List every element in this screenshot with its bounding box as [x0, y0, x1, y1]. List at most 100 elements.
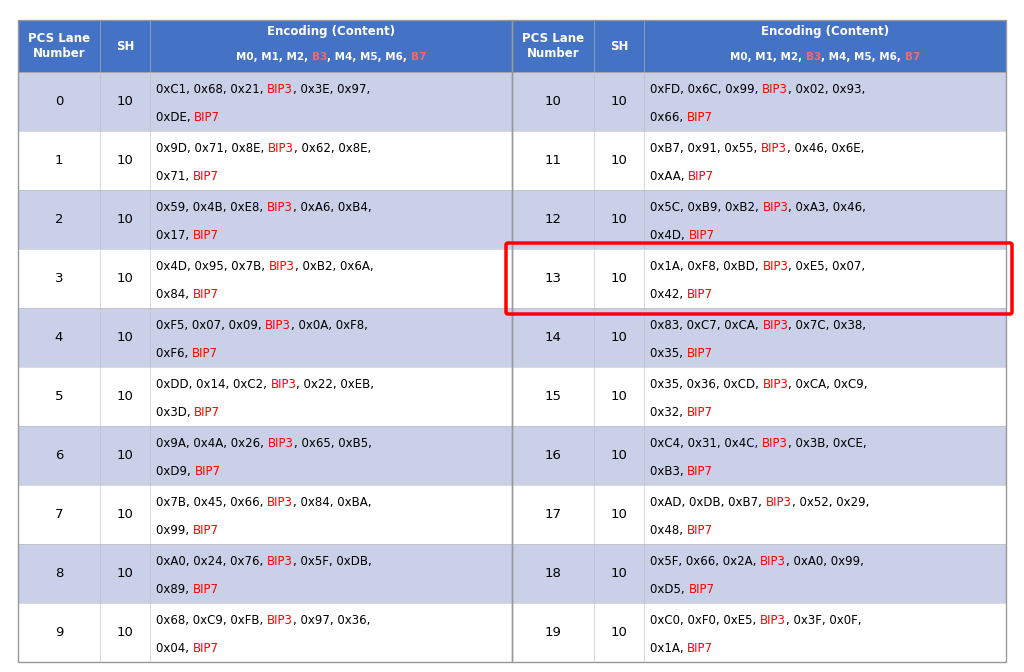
Bar — [512, 20, 594, 72]
Text: 0x7B, 0x45, 0x66,: 0x7B, 0x45, 0x66, — [156, 496, 267, 509]
Text: 10: 10 — [610, 154, 628, 167]
Text: 10: 10 — [610, 331, 628, 344]
Text: , 0x0A, 0xF8,: , 0x0A, 0xF8, — [291, 319, 368, 332]
Bar — [512, 426, 594, 485]
Bar — [594, 20, 644, 72]
Text: 0x04,: 0x04, — [156, 642, 193, 655]
Text: BIP3: BIP3 — [763, 319, 788, 332]
Bar — [100, 20, 150, 72]
Text: 0xDD, 0x14, 0xC2,: 0xDD, 0x14, 0xC2, — [156, 378, 270, 391]
Text: , 0x46, 0x6E,: , 0x46, 0x6E, — [786, 142, 864, 155]
Text: 10: 10 — [610, 449, 628, 462]
Bar — [150, 603, 512, 662]
Bar — [644, 603, 1006, 662]
Bar — [150, 249, 512, 308]
Bar — [150, 20, 512, 72]
Text: 10: 10 — [610, 272, 628, 285]
Text: , 0xCA, 0xC9,: , 0xCA, 0xC9, — [788, 378, 868, 391]
Text: B3: B3 — [806, 52, 821, 62]
Text: BIP7: BIP7 — [193, 524, 219, 537]
Text: BIP7: BIP7 — [195, 111, 220, 124]
Bar — [150, 190, 512, 249]
Text: 0xC0, 0xF0, 0xE5,: 0xC0, 0xF0, 0xE5, — [650, 614, 760, 627]
Bar — [594, 308, 644, 367]
Text: 10: 10 — [117, 331, 133, 344]
Bar — [512, 308, 594, 367]
Text: 0x99,: 0x99, — [156, 524, 193, 537]
Text: B7: B7 — [411, 52, 426, 62]
Text: BIP7: BIP7 — [688, 583, 715, 596]
Text: 10: 10 — [117, 567, 133, 580]
Text: SH: SH — [116, 40, 134, 52]
Text: 2: 2 — [54, 213, 63, 226]
Bar — [18, 426, 100, 485]
Text: 4: 4 — [55, 331, 63, 344]
Text: BIP3: BIP3 — [267, 614, 293, 627]
Text: , 0x22, 0xEB,: , 0x22, 0xEB, — [297, 378, 375, 391]
Text: , 0x62, 0x8E,: , 0x62, 0x8E, — [294, 142, 371, 155]
Bar — [644, 308, 1006, 367]
Bar — [512, 485, 594, 544]
Text: 10: 10 — [610, 626, 628, 639]
Text: 10: 10 — [610, 390, 628, 403]
Text: BIP7: BIP7 — [193, 229, 219, 242]
Text: 10: 10 — [117, 449, 133, 462]
Text: BIP3: BIP3 — [267, 83, 293, 96]
Bar — [18, 131, 100, 190]
Text: 0x71,: 0x71, — [156, 170, 193, 183]
Text: 0x9A, 0x4A, 0x26,: 0x9A, 0x4A, 0x26, — [156, 437, 267, 450]
Text: , 0x5F, 0xDB,: , 0x5F, 0xDB, — [293, 555, 372, 569]
Text: , 0xA0, 0x99,: , 0xA0, 0x99, — [786, 555, 864, 569]
Text: 0x48,: 0x48, — [650, 524, 687, 537]
Bar — [644, 190, 1006, 249]
Text: 8: 8 — [55, 567, 63, 580]
Text: BIP3: BIP3 — [267, 201, 293, 214]
Bar — [100, 544, 150, 603]
Text: 0x83, 0xC7, 0xCA,: 0x83, 0xC7, 0xCA, — [650, 319, 763, 332]
Text: 0x59, 0x4B, 0xE8,: 0x59, 0x4B, 0xE8, — [156, 201, 267, 214]
Bar — [594, 190, 644, 249]
Text: , 0x3E, 0x97,: , 0x3E, 0x97, — [293, 83, 371, 96]
Text: 0: 0 — [55, 95, 63, 108]
Bar — [512, 367, 594, 426]
Bar — [594, 426, 644, 485]
Text: BIP3: BIP3 — [763, 260, 788, 274]
Bar — [100, 426, 150, 485]
Text: BIP7: BIP7 — [195, 406, 220, 419]
Text: BIP3: BIP3 — [761, 142, 786, 155]
Text: 0xAD, 0xDB, 0xB7,: 0xAD, 0xDB, 0xB7, — [650, 496, 766, 509]
Text: 19: 19 — [545, 626, 561, 639]
Text: SH: SH — [610, 40, 628, 52]
Bar — [644, 20, 1006, 72]
Text: 10: 10 — [610, 213, 628, 226]
Text: 10: 10 — [117, 154, 133, 167]
Bar — [644, 249, 1006, 308]
Bar — [18, 249, 100, 308]
Bar — [644, 131, 1006, 190]
Text: 0xB7, 0x91, 0x55,: 0xB7, 0x91, 0x55, — [650, 142, 761, 155]
Text: 0x68, 0xC9, 0xFB,: 0x68, 0xC9, 0xFB, — [156, 614, 267, 627]
Text: 0xD9,: 0xD9, — [156, 465, 195, 478]
Text: BIP3: BIP3 — [766, 496, 792, 509]
Text: BIP3: BIP3 — [762, 437, 787, 450]
Text: 0x84,: 0x84, — [156, 288, 193, 301]
Text: 0x35, 0x36, 0xCD,: 0x35, 0x36, 0xCD, — [650, 378, 763, 391]
Bar — [594, 367, 644, 426]
Text: BIP7: BIP7 — [193, 583, 219, 596]
Text: 3: 3 — [54, 272, 63, 285]
Text: , M4, M5, M6,: , M4, M5, M6, — [821, 52, 904, 62]
Bar — [150, 426, 512, 485]
Text: 0x3D,: 0x3D, — [156, 406, 195, 419]
Text: 10: 10 — [117, 213, 133, 226]
Bar — [18, 20, 100, 72]
Text: , 0xE5, 0x07,: , 0xE5, 0x07, — [788, 260, 865, 274]
Text: BIP3: BIP3 — [762, 83, 788, 96]
Text: 10: 10 — [610, 508, 628, 521]
Text: , 0x3B, 0xCE,: , 0x3B, 0xCE, — [787, 437, 866, 450]
Bar — [18, 308, 100, 367]
Text: BIP3: BIP3 — [760, 614, 785, 627]
Text: 10: 10 — [117, 272, 133, 285]
Bar — [594, 603, 644, 662]
Text: BIP3: BIP3 — [268, 260, 295, 274]
Bar — [18, 544, 100, 603]
